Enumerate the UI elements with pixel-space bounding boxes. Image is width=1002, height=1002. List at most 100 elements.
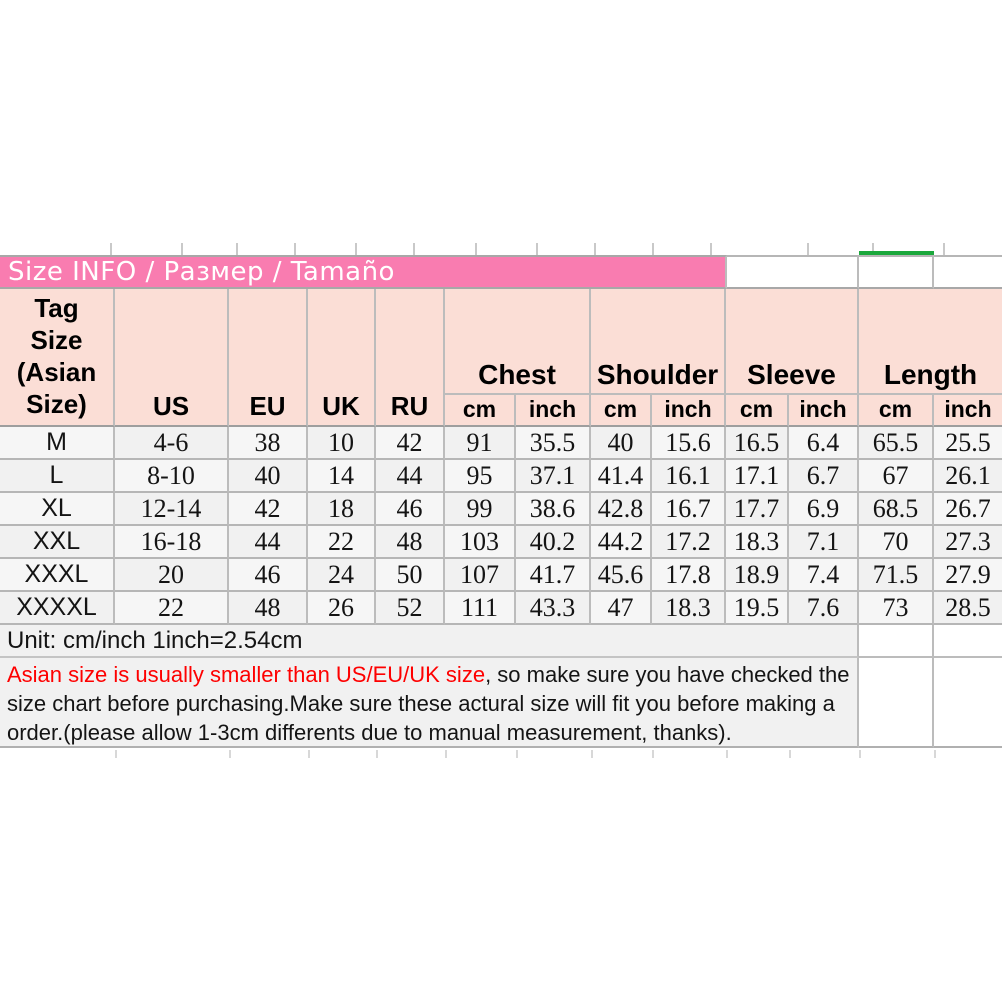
gridline-tick [807, 243, 809, 255]
size-cell-uk: 18 [308, 493, 376, 526]
gridline-tick [229, 750, 231, 758]
size-cell-eu: 48 [229, 592, 308, 625]
size-cell-us: 12-14 [115, 493, 229, 526]
gridline-tick [115, 750, 117, 758]
size-cell-ru: 48 [376, 526, 445, 559]
size-cell-chest_cm: 95 [445, 460, 516, 493]
header-eu: EU [229, 289, 308, 427]
gridline-tick [355, 243, 357, 255]
gridline-tick [536, 243, 538, 255]
size-cell-chest_cm: 103 [445, 526, 516, 559]
header-label: Chest [478, 359, 556, 390]
gridline-tick [726, 750, 728, 758]
size-cell-uk: 22 [308, 526, 376, 559]
size-cell-shoulder_cm: 45.6 [591, 559, 652, 592]
header-sleeve-cm: cm [726, 395, 789, 427]
empty-cell [727, 255, 859, 289]
size-cell-sleeve_inch: 7.1 [789, 526, 859, 559]
size-cell-ru: 50 [376, 559, 445, 592]
header-label: inch [944, 396, 992, 422]
title-bar: Size INFO / Размер / Tamaño [0, 255, 727, 289]
header-tag-line: Size [30, 325, 83, 355]
header-label: Shoulder [596, 359, 719, 390]
size-cell-shoulder_inch: 15.6 [652, 427, 726, 460]
size-cell-length_cm: 68.5 [859, 493, 934, 526]
size-cell-tag: XXXL [0, 559, 115, 592]
header-label: EU [249, 391, 286, 421]
size-cell-length_inch: 27.9 [934, 559, 1002, 592]
size-cell-chest_inch: 41.7 [516, 559, 591, 592]
note-line-1-rest: , so make sure you have checked the [485, 662, 850, 687]
header-tag-line: Size) [26, 389, 87, 419]
size-cell-eu: 40 [229, 460, 308, 493]
size-cell-length_cm: 65.5 [859, 427, 934, 460]
size-cell-sleeve_inch: 7.6 [789, 592, 859, 625]
size-cell-ru: 42 [376, 427, 445, 460]
size-cell-eu: 38 [229, 427, 308, 460]
header-label: inch [528, 396, 577, 422]
size-cell-sleeve_cm: 18.3 [726, 526, 789, 559]
gridline-tick [934, 750, 936, 758]
size-cell-sleeve_cm: 17.1 [726, 460, 789, 493]
gridline-tick [181, 243, 183, 255]
size-cell-chest_inch: 43.3 [516, 592, 591, 625]
size-cell-chest_cm: 91 [445, 427, 516, 460]
header-label: cm [462, 396, 497, 422]
size-cell-sleeve_cm: 18.9 [726, 559, 789, 592]
header-label: cm [878, 396, 913, 422]
gridline-tick [294, 243, 296, 255]
size-cell-chest_inch: 35.5 [516, 427, 591, 460]
gridline-tick [652, 243, 654, 255]
size-cell-us: 4-6 [115, 427, 229, 460]
header-uk: UK [308, 289, 376, 427]
gridline-tick [376, 750, 378, 758]
size-cell-sleeve_cm: 19.5 [726, 592, 789, 625]
size-cell-sleeve_inch: 6.9 [789, 493, 859, 526]
size-cell-us: 22 [115, 592, 229, 625]
size-cell-chest_inch: 37.1 [516, 460, 591, 493]
gridline-tick [591, 750, 593, 758]
header-label: inch [799, 396, 847, 422]
size-cell-chest_cm: 99 [445, 493, 516, 526]
size-cell-shoulder_inch: 16.1 [652, 460, 726, 493]
note-line-2: size chart before purchasing.Make sure t… [7, 691, 835, 716]
gridline-tick [594, 243, 596, 255]
gridline-tick [110, 243, 112, 255]
size-cell-sleeve_cm: 17.7 [726, 493, 789, 526]
header-label: Length [883, 359, 978, 390]
size-cell-eu: 44 [229, 526, 308, 559]
size-cell-shoulder_cm: 41.4 [591, 460, 652, 493]
header-shoulder: Shoulder [591, 289, 726, 395]
size-cell-length_inch: 27.3 [934, 526, 1002, 559]
header-label: US [152, 391, 190, 421]
gridline-tick [445, 750, 447, 758]
size-cell-tag: M [0, 427, 115, 460]
size-cell-uk: 26 [308, 592, 376, 625]
header-sleeve-inch: inch [789, 395, 859, 427]
size-cell-length_cm: 67 [859, 460, 934, 493]
size-cell-tag: XXL [0, 526, 115, 559]
size-cell-eu: 42 [229, 493, 308, 526]
note-warning-red: Asian size is usually smaller than US/EU… [7, 662, 486, 687]
header-ru: RU [376, 289, 445, 427]
empty-cell [934, 255, 1002, 289]
header-shoulder-inch: inch [652, 395, 726, 427]
note-line-1: Asian size is usually smaller than US/EU… [7, 660, 857, 689]
header-length: Length [859, 289, 1002, 395]
gridline-tick [789, 750, 791, 758]
header-chest: Chest [445, 289, 591, 395]
empty-cell [934, 658, 1002, 748]
size-cell-shoulder_cm: 42.8 [591, 493, 652, 526]
header-chest-cm: cm [445, 395, 516, 427]
size-cell-uk: 24 [308, 559, 376, 592]
gridline-tick [475, 243, 477, 255]
size-cell-sleeve_cm: 16.5 [726, 427, 789, 460]
header-label: Sleeve [747, 359, 836, 390]
size-cell-eu: 46 [229, 559, 308, 592]
title-text: Size INFO / Размер / Tamaño [8, 257, 395, 287]
empty-cell [859, 625, 934, 658]
gridline-tick [516, 750, 518, 758]
header-chest-inch: inch [516, 395, 591, 427]
size-cell-length_inch: 28.5 [934, 592, 1002, 625]
